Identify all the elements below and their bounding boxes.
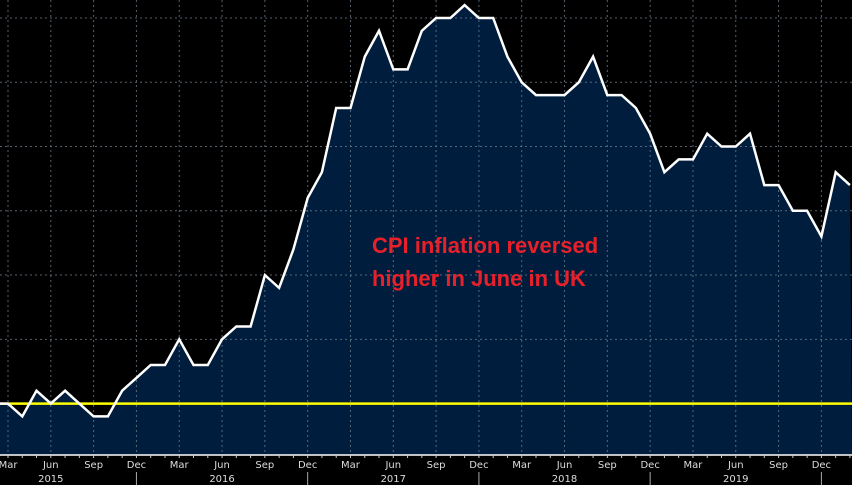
x-tick-label: Sep	[427, 460, 446, 471]
x-tick-label: Sep	[598, 460, 617, 471]
x-tick-label: Mar	[512, 460, 532, 471]
x-tick-label: Mar	[341, 460, 361, 471]
x-tick-label: Jun	[556, 460, 573, 471]
annotation-line-1: CPI inflation reversed	[372, 233, 599, 258]
year-label: 2016	[209, 474, 234, 485]
x-tick-label: Dec	[298, 460, 317, 471]
annotation-line-2: higher in June in UK	[372, 266, 586, 291]
x-tick-label: Sep	[769, 460, 788, 471]
x-tick-label: Dec	[640, 460, 659, 471]
year-label: 2017	[381, 474, 406, 485]
year-label: 2019	[723, 474, 748, 485]
x-tick-label: Jun	[727, 460, 744, 471]
x-tick-label: Mar	[684, 460, 704, 471]
x-tick-label: Jun	[42, 460, 59, 471]
x-tick-label: Dec	[812, 460, 831, 471]
year-label: 2015	[38, 474, 63, 485]
x-tick-label: Dec	[127, 460, 146, 471]
annotation: CPI inflation reversed higher in June in…	[372, 229, 598, 295]
x-tick-label: Mar	[0, 460, 18, 471]
x-tick-label: Sep	[84, 460, 103, 471]
x-tick-label: Dec	[469, 460, 488, 471]
x-tick-label: Mar	[170, 460, 190, 471]
x-tick-label: Jun	[384, 460, 401, 471]
year-label: 2018	[552, 474, 577, 485]
area-fill	[0, 5, 852, 455]
x-tick-label: Sep	[255, 460, 274, 471]
x-tick-label: Jun	[213, 460, 230, 471]
